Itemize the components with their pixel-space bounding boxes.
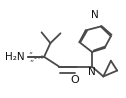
Text: N: N	[91, 10, 99, 20]
Text: N: N	[88, 67, 96, 77]
Text: ’’: ’’	[28, 52, 33, 61]
Text: ,,: ,,	[30, 54, 35, 63]
Text: O: O	[71, 75, 79, 85]
Text: H₂N: H₂N	[5, 52, 25, 62]
